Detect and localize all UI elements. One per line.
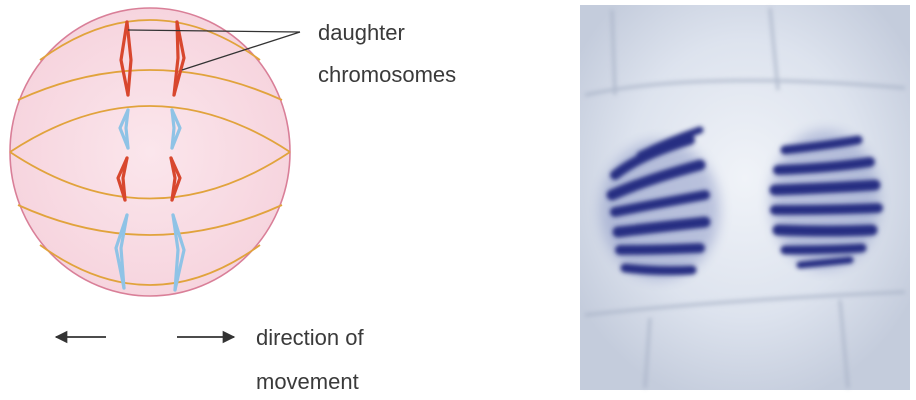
red-chromosome-1-left: [119, 20, 133, 97]
spindle-fibres: [9, 19, 291, 286]
red-chromosome-2-left: [116, 156, 129, 202]
photo-chromosomes-left: [606, 126, 711, 276]
cell-diagram: [9, 7, 301, 297]
left-chromosome-set: [114, 20, 133, 290]
daughter-label-line2: chromosomes: [318, 62, 456, 87]
right-chromosome-set: [169, 20, 186, 292]
cell-walls: [584, 7, 906, 389]
red-chromosome-1-right: [172, 20, 186, 97]
photo-chromosomes-right: [769, 135, 883, 269]
label-leader-lines: [127, 29, 301, 71]
daughter-label-line1: daughter: [318, 20, 405, 45]
blue-chromosome-2-left: [114, 213, 129, 290]
direction-label-line1: direction of: [256, 325, 365, 350]
red-chromosome-2-right: [169, 156, 182, 202]
direction-label-line2: movement: [256, 369, 359, 394]
blue-chromosome-1-left: [118, 108, 130, 150]
blue-chromosome-2-right: [171, 213, 186, 292]
micrograph: [580, 5, 910, 390]
blue-chromosome-1-right: [170, 108, 182, 150]
